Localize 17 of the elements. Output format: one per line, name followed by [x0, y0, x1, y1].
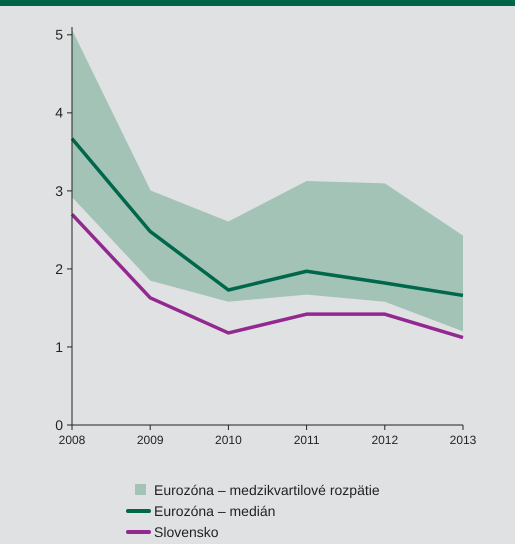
x-tick-label: 2010 [215, 433, 242, 447]
y-tick-label: 2 [55, 260, 64, 277]
legend-label: Slovensko [154, 524, 219, 540]
x-tick-label: 2013 [450, 433, 477, 447]
x-tick-label: 2009 [136, 433, 164, 447]
y-tick-label: 5 [55, 26, 64, 43]
y-tick-label: 1 [55, 338, 64, 355]
legend-label: Eurozóna – medzikvartilové rozpätie [154, 482, 380, 498]
x-tick-label: 2012 [371, 433, 398, 447]
y-tick-label: 3 [55, 182, 64, 199]
y-tick-label: 4 [55, 104, 64, 121]
legend-label: Eurozóna – medián [154, 502, 276, 519]
y-tick-label: 0 [55, 416, 64, 433]
x-tick-label: 2008 [58, 433, 86, 447]
line-series [70, 212, 465, 340]
x-tick-label: 2011 [294, 433, 320, 447]
line-series [70, 136, 465, 298]
